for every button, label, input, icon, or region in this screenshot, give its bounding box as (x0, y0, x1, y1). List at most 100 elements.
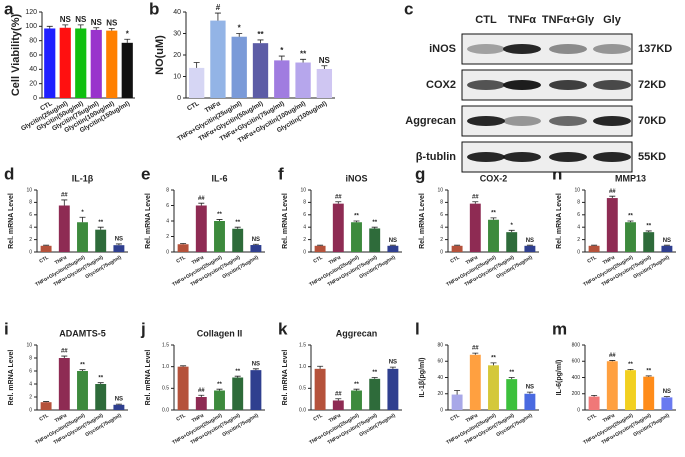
error-bar (79, 369, 86, 371)
error-bar (278, 55, 285, 61)
y-tick-label: 6 (29, 368, 32, 374)
bar (643, 376, 655, 410)
y-tick-label: 2 (440, 237, 443, 243)
y-tick-label: 10 (300, 187, 306, 193)
bar (387, 368, 399, 410)
error-bar (252, 368, 259, 371)
bar (661, 245, 673, 252)
bar (524, 393, 536, 410)
error-bar (62, 24, 69, 28)
panel-letter: m (552, 319, 567, 338)
bar (106, 30, 118, 99)
error-bar (526, 244, 533, 246)
error-bar (198, 202, 205, 206)
bar (232, 228, 244, 252)
significance-label: ## (609, 189, 616, 195)
y-tick-label: 2 (166, 234, 169, 240)
bar (90, 29, 102, 99)
bar (606, 361, 618, 410)
y-tick-label: 4 (440, 225, 443, 231)
significance-label: ** (300, 49, 307, 58)
bar (214, 390, 225, 410)
bar (588, 245, 600, 252)
significance-label: * (280, 46, 284, 55)
significance-label: NS (526, 238, 534, 244)
error-bar (371, 377, 378, 379)
significance-label: NS (389, 238, 397, 244)
y-tick-label: 0.0 (162, 407, 169, 413)
significance-label: ** (354, 214, 359, 220)
significance-label: ** (491, 210, 496, 216)
y-axis-label: Rel. mRNA Level (145, 350, 152, 406)
y-tick-label: 4 (166, 218, 169, 224)
y-tick-label: 120 (25, 9, 37, 16)
size-label: 55KD (638, 151, 666, 163)
blot-band (549, 80, 587, 90)
error-bar (216, 388, 223, 391)
bar (195, 205, 207, 252)
error-bar (234, 375, 241, 378)
error-bar (591, 244, 598, 246)
y-tick-label: 8 (440, 200, 443, 206)
bar (314, 368, 326, 410)
y-tick-label: 8 (166, 187, 169, 193)
panel-letter: c (404, 0, 413, 18)
bar (59, 27, 71, 99)
y-tick-label: 8 (29, 355, 32, 361)
error-bar (93, 27, 100, 30)
significance-label: ## (472, 346, 479, 352)
y-tick-label: 6 (166, 203, 169, 209)
y-tick-label: 0.5 (299, 386, 306, 392)
x-tick-label: CTL (175, 413, 186, 423)
bar (488, 219, 499, 252)
y-tick-label: 10 (437, 187, 443, 193)
significance-label: ** (98, 375, 103, 381)
error-bar (335, 201, 342, 204)
y-tick-label: 40 (29, 66, 37, 73)
y-tick-label: 10 (26, 342, 32, 348)
bar (606, 198, 618, 252)
y-axis-label: Cell Viability(%) (10, 14, 22, 97)
error-bar (216, 219, 223, 221)
blot-band (593, 152, 631, 162)
bar (77, 222, 88, 252)
blot-band (503, 80, 541, 90)
bar (274, 60, 290, 98)
blot-band (593, 44, 631, 54)
blot-band (467, 152, 505, 162)
error-bar (353, 388, 360, 391)
bar (121, 42, 133, 98)
significance-label: ** (509, 370, 514, 376)
panel-letter: l (415, 319, 420, 338)
y-tick-label: 10 (574, 187, 580, 193)
bar (625, 370, 636, 410)
x-tick-label: CTL (186, 100, 200, 112)
significance-label: ** (646, 223, 651, 229)
x-tick-label: CTL (312, 413, 323, 423)
bar (177, 366, 189, 410)
y-tick-label: 0 (177, 95, 181, 102)
x-tick-label: CTL (449, 413, 460, 423)
y-tick-label: 0 (29, 407, 32, 413)
x-tick-label: CTL (449, 255, 460, 265)
y-axis-label: NO(uM) (154, 35, 166, 75)
error-bar (627, 368, 634, 371)
error-bar (97, 382, 104, 384)
x-tick-label: CTL (175, 255, 186, 265)
bar (113, 404, 125, 410)
blot-band (593, 116, 631, 126)
blot-band (503, 152, 541, 162)
bar (252, 43, 269, 98)
significance-label: ** (98, 220, 103, 226)
y-tick-label: 800 (572, 342, 581, 348)
error-bar (97, 226, 104, 230)
error-bar (61, 355, 68, 358)
y-tick-label: 6 (29, 212, 32, 218)
error-bar (180, 365, 187, 367)
bar (44, 28, 56, 98)
bar (232, 377, 244, 410)
error-bar (663, 396, 670, 398)
y-tick-label: 1.0 (162, 364, 169, 370)
bar (195, 397, 207, 410)
bar (40, 402, 52, 410)
